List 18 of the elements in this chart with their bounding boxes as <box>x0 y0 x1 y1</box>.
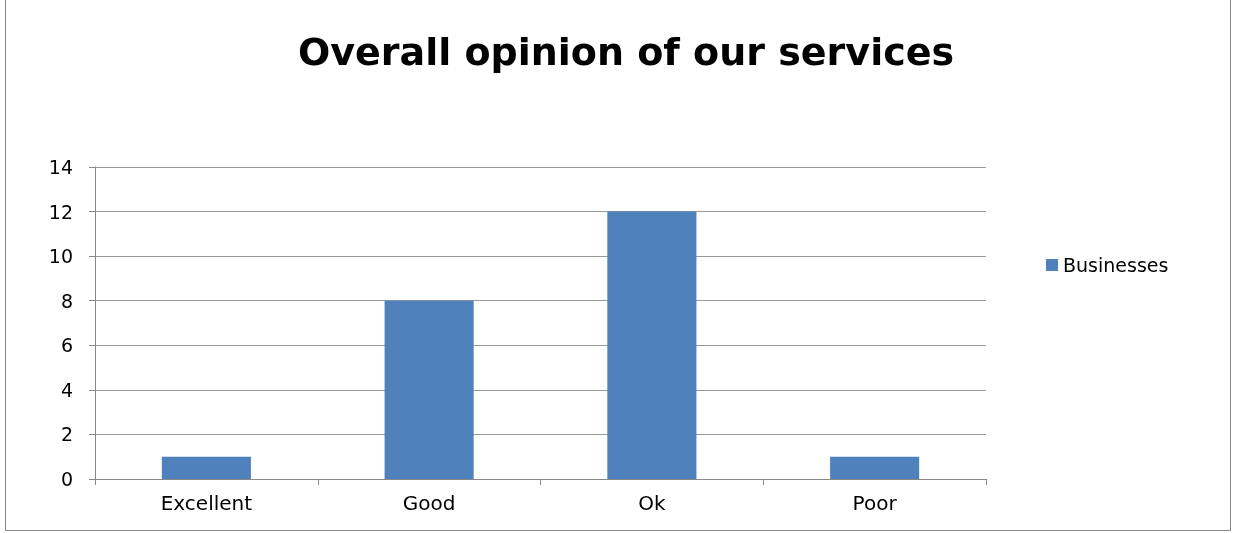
y-tick-label: 0 <box>60 468 73 490</box>
y-tick-label: 2 <box>60 423 73 446</box>
legend-label: Businesses <box>1063 254 1169 276</box>
y-tick-label: 12 <box>48 200 73 223</box>
x-tick-label: Poor <box>852 491 898 515</box>
y-tick-label: 6 <box>60 334 73 357</box>
chart-title: Overall opinion of our services <box>297 30 955 74</box>
x-tick-label: Excellent <box>160 491 253 515</box>
x-tick-label: Ok <box>638 491 666 515</box>
y-tick-label: 4 <box>60 378 73 401</box>
bar <box>830 456 920 479</box>
x-tick-label: Good <box>402 491 456 515</box>
y-tick-label: 14 <box>48 156 73 178</box>
bar <box>607 211 697 479</box>
y-tick-label: 10 <box>48 245 73 268</box>
y-tick-label: 8 <box>60 289 73 312</box>
bar <box>161 456 251 479</box>
bar <box>384 300 474 479</box>
